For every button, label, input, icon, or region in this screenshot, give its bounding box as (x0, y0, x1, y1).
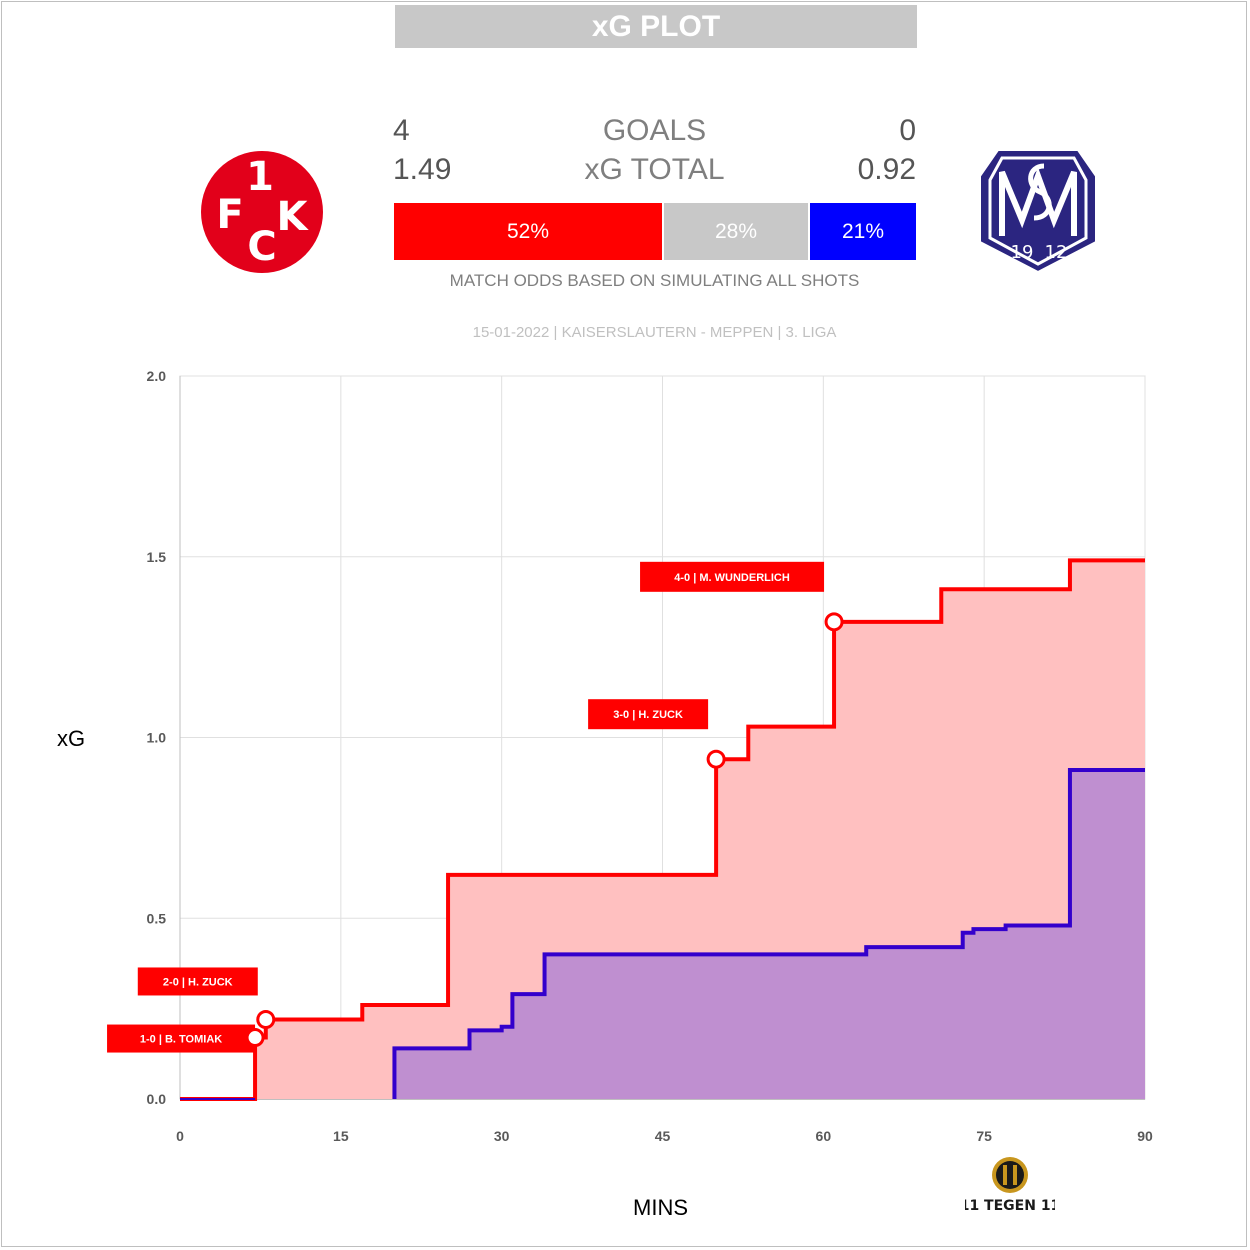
y-tick-label: 2.0 (147, 368, 167, 384)
goal-label: 1-0 | B. TOMIAK (140, 1034, 222, 1046)
home-logo-circle (201, 151, 323, 273)
y-axis-title: xG (57, 726, 86, 751)
away-logo-year-left: 19 (1011, 242, 1034, 263)
home-logo-letter-2: F (216, 192, 243, 238)
away-xg: 0.92 (857, 153, 916, 186)
home-xg-line (180, 558, 1145, 1101)
away-logo-m (999, 167, 1077, 236)
x-tick-label: 60 (816, 1128, 832, 1144)
y-tick-label: 0.5 (147, 910, 167, 926)
home-logo-letter-4: K (277, 194, 310, 240)
y-tick-label: 1.0 (147, 730, 167, 746)
away-goals: 0 (899, 114, 916, 147)
away-win-odds: 21% (810, 203, 916, 260)
x-axis-title: MINS (633, 1195, 688, 1220)
away-logo-inner (988, 156, 1088, 266)
goal-marker (245, 1028, 265, 1048)
goal-marker (824, 612, 844, 632)
x-tick-label: 30 (494, 1128, 510, 1144)
goal-label-box (107, 1024, 256, 1053)
goals-label: GOALS (602, 114, 707, 147)
goal-label-box (640, 561, 825, 592)
brand-logo-wordmark: 11 TEGEN 11 (965, 1198, 1055, 1214)
brand-logo: 11 TEGEN 11 (965, 1157, 1055, 1214)
away-xg-area (394, 770, 1145, 1099)
home-logo-letter-1: 1 (246, 154, 274, 200)
home-logo-letter-3: C (247, 224, 276, 270)
goal-label: 3-0 | H. ZUCK (613, 709, 683, 721)
goals-row: 4 GOALS 0 (393, 114, 916, 150)
x-tick-label: 45 (655, 1128, 671, 1144)
match-info: 15-01-2022 | KAISERSLAUTERN - MEPPEN | 3… (472, 324, 837, 341)
away-logo-shield (979, 149, 1097, 274)
goal-label-box (137, 967, 258, 996)
away-xg-line (392, 768, 1145, 1099)
x-tick-label: 75 (976, 1128, 992, 1144)
odds-note: MATCH ODDS BASED ON SIMULATING ALL SHOTS (449, 271, 860, 290)
away-logo-s (1028, 163, 1052, 221)
home-win-odds: 52% (394, 203, 662, 260)
goal-marker (706, 749, 726, 769)
home-goals: 4 (393, 114, 410, 147)
brand-logo-inner (996, 1161, 1024, 1189)
home-xg: 1.49 (393, 153, 452, 186)
y-tick-label: 0.0 (147, 1091, 167, 1107)
y-tick-label: 1.5 (147, 549, 167, 565)
goal-label-box (588, 699, 709, 730)
plot-title: xG PLOT (395, 5, 917, 48)
away-team-logo: 19 12 (979, 149, 1097, 274)
x-tick-label: 15 (333, 1128, 349, 1144)
goal-label: 2-0 | H. ZUCK (163, 976, 233, 988)
x-tick-label: 90 (1137, 1128, 1153, 1144)
goal-label: 4-0 | M. WUNDERLICH (674, 572, 790, 584)
x-tick-label: 0 (176, 1128, 184, 1144)
xg-row: 1.49 xG TOTAL 0.92 (393, 153, 916, 189)
home-team-logo: 1 F C K (201, 151, 323, 273)
xg-total-label: xG TOTAL (584, 153, 725, 186)
draw-odds: 28% (664, 203, 808, 260)
goal-marker (256, 1009, 276, 1029)
away-logo-year-right: 12 (1045, 242, 1068, 263)
